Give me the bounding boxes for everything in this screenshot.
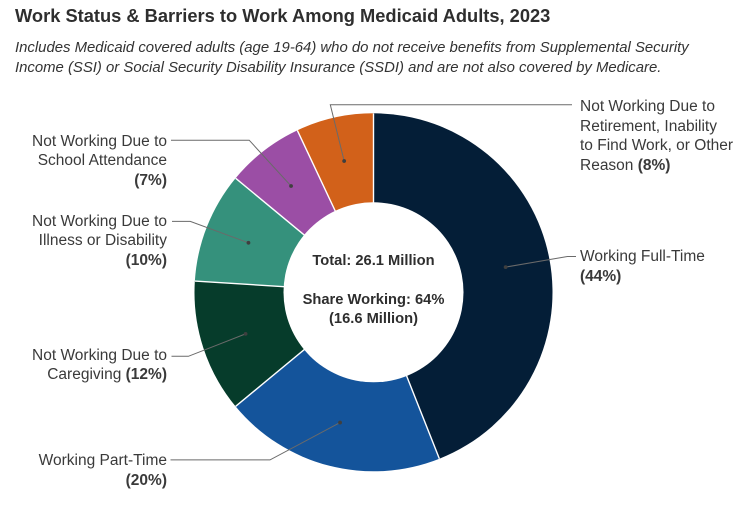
leader-dot-not-working-due-to-caregiving [243, 331, 248, 336]
label-not-working-due-to-caregiving: Not Working Due to Caregiving (12%) [32, 346, 167, 384]
label-working-part-time: Working Part-Time (20%) [38, 452, 167, 489]
leader-dot-working-part-time [338, 420, 342, 425]
donut-hole [283, 202, 464, 383]
leader-dot-not-working-due-to-retirement-inability-to-find-work-or-other-reason [342, 159, 347, 163]
leader-line-not-working-due-to-illness-or-disability [172, 220, 249, 244]
donut-center-label: Total: 26.1 Million Share Working: 64% (1… [302, 252, 445, 328]
leader-line-not-working-due-to-caregiving [171, 333, 246, 357]
leader-line-working-full-time [505, 256, 576, 268]
label-working-full-time: Working Full-Time (44%) [580, 248, 705, 285]
leader-dot-not-working-due-to-illness-or-disability [246, 240, 251, 245]
leader-line-working-part-time [170, 422, 341, 461]
label-not-working-due-to-school-attendance: Not Working Due to School Attendance (7%) [32, 132, 167, 189]
leader-line-not-working-due-to-school-attendance [171, 139, 292, 187]
leader-dot-not-working-due-to-school-attendance [289, 184, 293, 188]
leader-line-not-working-due-to-retirement-inability-to-find-work-or-other-reason [329, 104, 572, 162]
chart-subtitle-line-1: Includes Medicaid covered adults (age 19… [15, 39, 689, 56]
leader-dot-working-full-time [503, 265, 508, 269]
chart-subtitle: Includes Medicaid covered adults (age 19… [15, 38, 689, 78]
chart-title: Work Status & Barriers to Work Among Med… [15, 5, 551, 26]
label-not-working-due-to-retirement-inability-to-find-work-or-other-reason: Not Working Due to Retirement, Inability t… [580, 98, 734, 174]
label-not-working-due-to-illness-or-disability: Not Working Due to Illness or Disability(… [32, 212, 167, 269]
chart-subtitle-line-2: Income (SSI) or Social Security Disabili… [15, 59, 662, 76]
